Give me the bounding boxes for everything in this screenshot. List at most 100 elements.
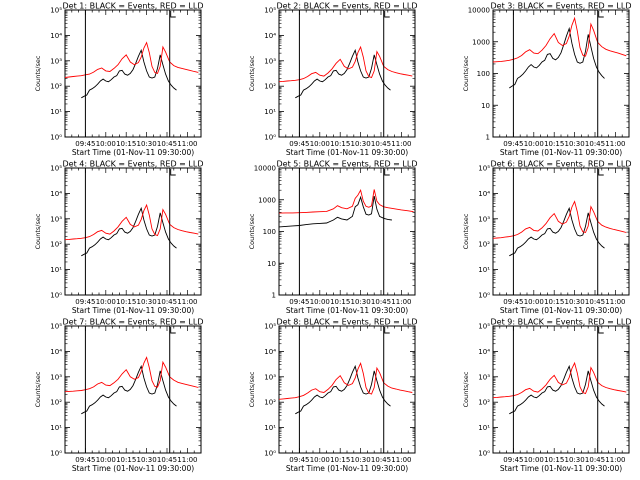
detector-panel-4: 10⁰ 10¹ 10² 10³ 10⁴ 10⁵ 09:45 10:00 10:15 10:30 10… [34, 160, 203, 316]
x-tick-label: 10:45 [371, 140, 391, 148]
lld-series-line [279, 45, 413, 83]
y-tick-label: 10⁰ [264, 134, 276, 142]
x-tick-label: 10:30 [351, 298, 371, 306]
y-tick-label: 10⁵ [478, 165, 490, 173]
events-series-line [509, 26, 605, 89]
y-tick-label: 10 [481, 102, 490, 110]
x-axis-label: Start Time (01-Nov-11 09:30:00) [500, 464, 622, 473]
x-tick-label: 10:00 [524, 456, 544, 464]
x-tick-label: 11:00 [605, 140, 625, 148]
x-tick-label: 09:45 [75, 140, 95, 148]
x-tick-label: 10:15 [330, 298, 350, 306]
y-tick-label: 10³ [50, 57, 62, 65]
events-series-line [279, 195, 392, 228]
events-series-line [295, 364, 391, 415]
bracket-glyph [170, 11, 176, 18]
x-tick-label: 10:45 [157, 456, 177, 464]
detector-panel-7: 10⁰ 10¹ 10² 10³ 10⁴ 10⁵ 09:45 10:00 10:15 10:30 10… [34, 318, 203, 474]
y-axis-label: Counts/sec [248, 55, 256, 91]
lld-series-line [65, 203, 199, 241]
y-tick-label: 10¹ [50, 424, 62, 432]
x-axis-label: Start Time (01-Nov-11 09:30:00) [286, 306, 408, 315]
y-tick-label: 10⁴ [478, 348, 490, 356]
x-tick-label: 10:30 [565, 456, 585, 464]
x-tick-label: 11:00 [177, 456, 197, 464]
x-tick-label: 10:00 [96, 140, 116, 148]
y-axis-label: Counts/sec [248, 371, 256, 407]
chart-title: Det 5: BLACK = Events, RED = LLD [277, 160, 418, 169]
detector-panel-9: 10⁰ 10¹ 10² 10³ 10⁴ 10⁵ 09:45 10:00 10:15 10:30 10… [462, 318, 631, 474]
x-tick-label: 10:30 [351, 140, 371, 148]
x-tick-label: 09:45 [75, 298, 95, 306]
x-tick-label: 09:45 [289, 140, 309, 148]
x-axis-label: Start Time (01-Nov-11 09:30:00) [500, 306, 622, 315]
bracket-glyph [384, 169, 390, 176]
x-axis-label: Start Time (01-Nov-11 09:30:00) [72, 464, 194, 473]
detector-panel-6: 10⁰ 10¹ 10² 10³ 10⁴ 10⁵ 09:45 10:00 10:15 10:30 10… [462, 160, 631, 316]
y-tick-label: 10⁵ [264, 7, 276, 15]
x-tick-label: 10:15 [544, 140, 564, 148]
y-tick-label: 10000 [254, 165, 276, 173]
y-tick-label: 10¹ [478, 424, 490, 432]
y-tick-label: 10¹ [478, 266, 490, 274]
x-tick-label: 10:15 [116, 456, 136, 464]
bracket-glyph [170, 169, 176, 176]
x-tick-label: 10:15 [116, 298, 136, 306]
y-tick-label: 10² [50, 241, 62, 249]
x-tick-label: 10:00 [524, 298, 544, 306]
x-tick-label: 10:00 [524, 140, 544, 148]
y-tick-label: 10⁴ [50, 32, 62, 40]
y-tick-label: 10⁵ [50, 165, 62, 173]
lld-series-line [493, 200, 627, 239]
x-tick-label: 10:15 [330, 456, 350, 464]
x-tick-label: 10:00 [310, 140, 330, 148]
y-axis-label: Counts/sec [462, 55, 470, 91]
x-tick-label: 09:45 [503, 456, 523, 464]
y-tick-label: 1 [486, 134, 490, 142]
events-series-line [509, 364, 605, 415]
y-tick-label: 10⁰ [50, 134, 62, 142]
x-tick-label: 10:30 [137, 140, 157, 148]
x-tick-label: 10:45 [585, 140, 605, 148]
y-tick-label: 10³ [50, 373, 62, 381]
x-tick-label: 09:45 [75, 456, 95, 464]
y-tick-label: 10² [264, 399, 276, 407]
y-tick-label: 1000 [472, 38, 490, 46]
bracket-glyph [384, 11, 390, 18]
y-tick-label: 1000 [258, 196, 276, 204]
bracket-glyph [170, 327, 176, 334]
x-tick-label: 11:00 [391, 456, 411, 464]
y-tick-label: 10² [50, 399, 62, 407]
chart-title: Det 7: BLACK = Events, RED = LLD [63, 318, 204, 327]
x-tick-label: 09:45 [289, 456, 309, 464]
y-tick-label: 100 [477, 70, 490, 78]
x-tick-label: 09:45 [289, 298, 309, 306]
x-tick-label: 10:00 [310, 298, 330, 306]
detector-panel-1: 10⁰ 10¹ 10² 10³ 10⁴ 10⁵ 09:45 10:00 10:15 10:30 10… [34, 2, 203, 158]
y-tick-label: 10⁵ [478, 323, 490, 331]
y-tick-label: 10000 [468, 7, 490, 15]
lld-series-line [65, 41, 199, 78]
y-tick-label: 1 [272, 292, 276, 300]
y-axis-label: Counts/sec [34, 55, 42, 91]
events-series-line [509, 206, 605, 257]
x-tick-label: 11:00 [391, 140, 411, 148]
y-tick-label: 10³ [50, 215, 62, 223]
x-tick-label: 11:00 [605, 298, 625, 306]
y-tick-label: 10¹ [50, 108, 62, 116]
y-tick-label: 10⁵ [50, 7, 62, 15]
y-tick-label: 100 [263, 228, 276, 236]
chart-title: Det 2: BLACK = Events, RED = LLD [277, 2, 418, 11]
bracket-glyph [598, 327, 604, 334]
chart-title: Det 8: BLACK = Events, RED = LLD [277, 318, 418, 327]
x-tick-label: 10:30 [137, 456, 157, 464]
bracket-glyph [384, 327, 390, 334]
y-tick-label: 10¹ [264, 424, 276, 432]
x-tick-label: 10:45 [371, 298, 391, 306]
y-axis-label: Counts/sec [34, 213, 42, 249]
lld-series-line [65, 356, 199, 393]
x-tick-label: 10:45 [157, 140, 177, 148]
x-tick-label: 10:15 [544, 456, 564, 464]
chart-title: Det 4: BLACK = Events, RED = LLD [63, 160, 204, 169]
